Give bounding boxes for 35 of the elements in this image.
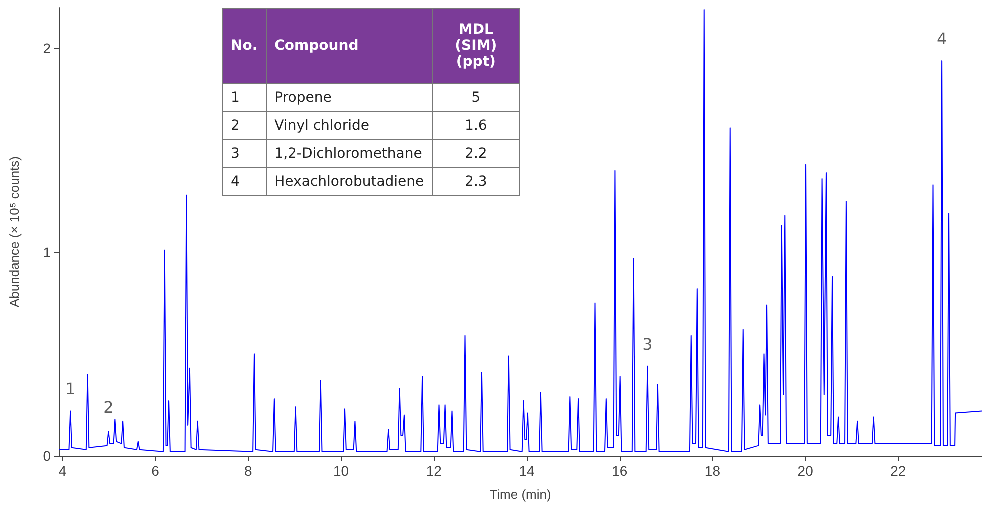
x-tick-label: 10 (333, 463, 350, 479)
y-tick-label: 2 (43, 40, 52, 57)
annotation: 1 (222, 84, 266, 112)
annotation: 1,2-Dichloromethane (266, 140, 433, 168)
annotation: Vinyl chloride (266, 112, 433, 140)
annotation: 3 (642, 334, 653, 354)
annotation: 2.2 (432, 140, 520, 168)
x-tick-label: 22 (890, 463, 906, 479)
annotation: Hexachlorobutadiene (266, 168, 433, 196)
annotation: 2 (222, 112, 266, 140)
annotation: 4 (936, 29, 948, 48)
annotation: 2.3 (432, 168, 520, 196)
annotation: No. (222, 8, 266, 84)
annotation: Propene (266, 84, 433, 112)
x-tick-label: 12 (426, 463, 442, 479)
annotation: 3 (222, 140, 266, 168)
annotation: 4 (222, 168, 266, 196)
x-tick-label: 20 (798, 463, 814, 479)
annotation: 5 (432, 84, 520, 112)
x-axis-title: Time (min) (490, 487, 552, 502)
y-tick-label: 0 (43, 448, 52, 464)
annotation: Compound (266, 8, 433, 84)
y-tick-label: 1 (43, 244, 52, 260)
x-tick-label: 14 (519, 463, 535, 479)
line-series (58, 10, 982, 452)
x-tick-label: 16 (612, 463, 628, 479)
annotation: 2 (104, 398, 114, 418)
annotation: 1 (66, 380, 76, 399)
x-tick-label: 18 (704, 463, 721, 479)
annotation: MDL (SIM) (ppt) (432, 8, 520, 84)
y-axis-title: Abundance (× 10⁵ counts) (7, 156, 22, 308)
annotation: 1.6 (432, 112, 520, 140)
x-tick-label: 4 (58, 463, 67, 479)
x-tick-label: 6 (152, 463, 160, 479)
x-tick-label: 8 (244, 463, 253, 479)
